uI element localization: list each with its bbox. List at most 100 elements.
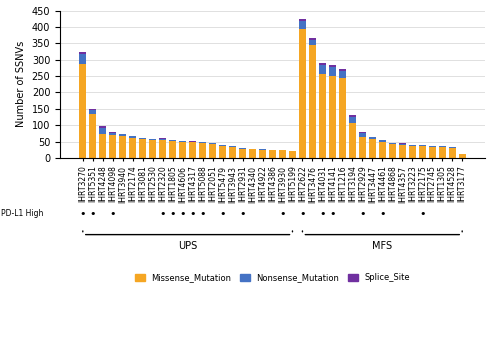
Text: •: • bbox=[299, 209, 306, 219]
Bar bbox=[129, 138, 136, 158]
Bar bbox=[110, 133, 116, 135]
Bar bbox=[438, 147, 446, 158]
Bar bbox=[120, 134, 126, 136]
Bar bbox=[129, 136, 136, 138]
Bar bbox=[329, 76, 336, 158]
Bar bbox=[149, 140, 156, 158]
Text: •: • bbox=[359, 209, 366, 219]
Bar bbox=[80, 54, 86, 64]
Bar bbox=[100, 134, 106, 158]
Bar bbox=[100, 128, 106, 134]
Bar bbox=[279, 150, 286, 158]
Text: •: • bbox=[319, 209, 326, 219]
Bar bbox=[239, 149, 246, 158]
Bar bbox=[319, 65, 326, 74]
Bar bbox=[379, 141, 386, 158]
Bar bbox=[209, 144, 216, 158]
Bar bbox=[219, 146, 226, 158]
Bar bbox=[369, 139, 376, 158]
Bar bbox=[389, 143, 396, 144]
Bar bbox=[319, 74, 326, 158]
Text: •: • bbox=[190, 209, 196, 219]
Bar bbox=[399, 144, 406, 145]
Bar bbox=[448, 148, 456, 158]
Text: •: • bbox=[90, 209, 96, 219]
Bar bbox=[349, 115, 356, 117]
Bar bbox=[199, 142, 206, 143]
Bar bbox=[309, 38, 316, 40]
Bar bbox=[100, 126, 106, 128]
Bar bbox=[319, 63, 326, 65]
Text: •: • bbox=[240, 209, 246, 219]
Bar bbox=[379, 140, 386, 141]
Bar bbox=[349, 122, 356, 158]
Bar bbox=[90, 109, 96, 110]
Bar bbox=[339, 69, 346, 71]
Bar bbox=[110, 135, 116, 158]
Bar bbox=[229, 147, 236, 158]
Bar bbox=[269, 150, 276, 158]
Bar bbox=[409, 145, 416, 146]
Bar bbox=[229, 146, 236, 147]
Bar bbox=[169, 140, 176, 141]
Bar bbox=[80, 64, 86, 158]
Bar bbox=[159, 139, 166, 140]
Bar bbox=[209, 143, 216, 144]
Bar bbox=[239, 148, 246, 149]
Bar bbox=[219, 145, 226, 146]
Bar bbox=[139, 138, 146, 139]
Bar bbox=[169, 141, 176, 158]
Bar bbox=[359, 132, 366, 133]
Bar bbox=[309, 40, 316, 45]
Text: •: • bbox=[110, 209, 116, 219]
Bar bbox=[299, 28, 306, 158]
Bar bbox=[249, 149, 256, 158]
Text: •: • bbox=[160, 209, 166, 219]
Bar bbox=[90, 110, 96, 114]
Bar bbox=[419, 146, 426, 158]
Bar bbox=[159, 140, 166, 158]
Legend: Missense_Mutation, Nonsense_Mutation, Splice_Site: Missense_Mutation, Nonsense_Mutation, Sp… bbox=[130, 269, 414, 286]
Bar bbox=[110, 132, 116, 133]
Bar bbox=[339, 71, 346, 78]
Bar bbox=[149, 139, 156, 140]
Bar bbox=[309, 45, 316, 158]
Bar bbox=[369, 137, 376, 139]
Text: •: • bbox=[80, 209, 86, 219]
Text: MFS: MFS bbox=[372, 240, 392, 251]
Bar bbox=[359, 137, 366, 158]
Bar bbox=[80, 52, 86, 54]
Bar bbox=[329, 65, 336, 67]
Bar bbox=[120, 136, 126, 158]
Bar bbox=[359, 133, 366, 137]
Bar bbox=[299, 19, 306, 21]
Bar bbox=[179, 141, 186, 142]
Bar bbox=[409, 146, 416, 158]
Bar bbox=[428, 146, 436, 147]
Bar bbox=[349, 117, 356, 122]
Text: •: • bbox=[220, 209, 226, 219]
Bar bbox=[399, 145, 406, 158]
Bar bbox=[448, 147, 456, 148]
Bar bbox=[139, 139, 146, 158]
Bar bbox=[299, 21, 306, 28]
Text: •: • bbox=[419, 209, 426, 219]
Bar bbox=[189, 142, 196, 158]
Bar bbox=[159, 138, 166, 139]
Bar bbox=[289, 151, 296, 158]
Text: UPS: UPS bbox=[178, 240, 198, 251]
Text: •: • bbox=[279, 209, 285, 219]
Bar bbox=[419, 145, 426, 146]
Text: •: • bbox=[180, 209, 186, 219]
Text: •: • bbox=[200, 209, 206, 219]
Bar bbox=[329, 67, 336, 76]
Bar bbox=[259, 150, 266, 158]
Text: PD-L1 High: PD-L1 High bbox=[0, 210, 43, 218]
Bar bbox=[179, 142, 186, 158]
Y-axis label: Number of SSNVs: Number of SSNVs bbox=[16, 41, 26, 127]
Bar bbox=[90, 114, 96, 158]
Bar bbox=[438, 146, 446, 147]
Bar bbox=[199, 143, 206, 158]
Bar bbox=[428, 147, 436, 158]
Text: •: • bbox=[379, 209, 386, 219]
